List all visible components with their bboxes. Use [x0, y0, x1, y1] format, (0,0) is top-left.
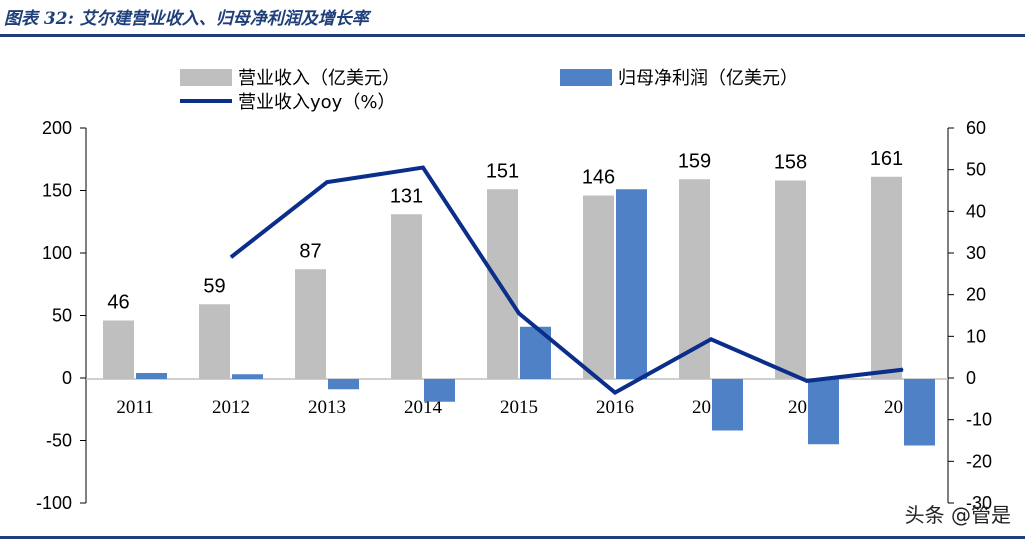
revenue-data-label-2012: 59 — [203, 275, 225, 297]
revenue-bar-2011 — [103, 320, 134, 379]
yoy-line-layer — [229, 165, 904, 395]
yoy-point-2018 — [806, 380, 808, 382]
revenue-bar-2017 — [679, 179, 710, 379]
left-axis-tick-label: 50 — [52, 306, 72, 326]
right-axis-tick-label: 10 — [966, 326, 986, 346]
revenue-bar-2018 — [775, 180, 806, 379]
right-axis-tick-label: -30 — [966, 493, 992, 513]
revenue-data-label-2014: 131 — [390, 185, 423, 207]
profit-bar-2014 — [424, 379, 455, 402]
figure-title: 图表 32: 艾尔建营业收入、归母净利润及增长率 — [4, 9, 369, 29]
yoy-point-2016 — [614, 392, 616, 394]
revenue-bar-2013 — [295, 269, 326, 379]
right-axis-tick-label: 20 — [966, 285, 986, 305]
revenue-data-label-2013: 87 — [299, 240, 321, 262]
right-axis-tick-label: -20 — [966, 451, 992, 471]
revenue-data-label-2015: 151 — [486, 160, 519, 182]
yoy-point-2014 — [422, 167, 424, 169]
right-axis-tick-label: 50 — [966, 160, 986, 180]
right-axis-tick-label: 0 — [966, 368, 976, 388]
yoy-point-2019 — [902, 369, 904, 371]
x-axis-label-2011: 2011 — [116, 397, 153, 418]
legend-label-yoy: 营业收入yoy（%） — [238, 92, 395, 113]
revenue-data-label-2016: 146 — [582, 167, 615, 189]
watermark: 头条 @管是 — [904, 503, 1011, 527]
revenue-bar-2014 — [391, 214, 422, 379]
revenue-bar-2019 — [871, 176, 902, 379]
profit-bar-2011 — [136, 373, 167, 379]
revenue-data-label-2018: 158 — [774, 152, 807, 174]
revenue-data-label-2019: 161 — [870, 148, 903, 170]
left-axis-tick-label: 100 — [42, 243, 72, 263]
left-axis-tick-label: 200 — [42, 118, 72, 138]
right-axis-tick-label: 60 — [966, 118, 986, 138]
revenue-bar-2015 — [487, 189, 518, 379]
right-axis-tick-label: 40 — [966, 201, 986, 221]
left-axis-tick-label: 0 — [62, 368, 72, 388]
profit-bar-2017 — [712, 379, 743, 431]
bottom-rule — [0, 536, 1025, 539]
x-axis-label-2012: 2012 — [212, 397, 250, 418]
yoy-point-2015 — [518, 312, 520, 314]
yoy-point-2012 — [230, 256, 232, 258]
revenue-bar-2012 — [199, 304, 230, 379]
x-axis-label-2013: 2013 — [308, 397, 346, 418]
right-axis-tick-label: 30 — [966, 243, 986, 263]
legend-swatch-revenue — [180, 69, 232, 86]
yoy-point-2013 — [326, 181, 328, 183]
data-labels: 46 59 87 131 151 146 159 158 161 — [107, 148, 903, 314]
left-axis-tick-label: -100 — [36, 493, 72, 513]
profit-bar-2016 — [616, 189, 647, 379]
profit-bar-2019 — [904, 379, 935, 446]
left-axis-tick-label: 150 — [42, 181, 72, 201]
right-axis-tick-label: -10 — [966, 410, 992, 430]
yoy-point-2017 — [710, 338, 712, 340]
revenue-data-label-2017: 159 — [678, 150, 711, 172]
left-axis-tick-label: -50 — [46, 431, 72, 451]
legend-label-profit: 归母净利润（亿美元） — [618, 68, 798, 89]
top-rule — [0, 34, 1025, 37]
x-axis-label-2016: 2016 — [596, 397, 634, 418]
profit-bar-2012 — [232, 374, 263, 379]
profit-bar-2018 — [808, 379, 839, 445]
legend: 营业收入（亿美元） 归母净利润（亿美元） 营业收入yoy（%） — [180, 68, 798, 113]
legend-swatch-profit — [560, 69, 612, 86]
x-axis-label-2014: 2014 — [404, 397, 443, 418]
profit-bar-2013 — [328, 379, 359, 390]
x-axis-label-2015: 2015 — [500, 397, 538, 418]
yoy-line — [229, 165, 904, 395]
legend-label-revenue: 营业收入（亿美元） — [238, 68, 400, 89]
revenue-bar-2016 — [583, 195, 614, 379]
revenue-data-label-2011: 46 — [107, 292, 129, 314]
